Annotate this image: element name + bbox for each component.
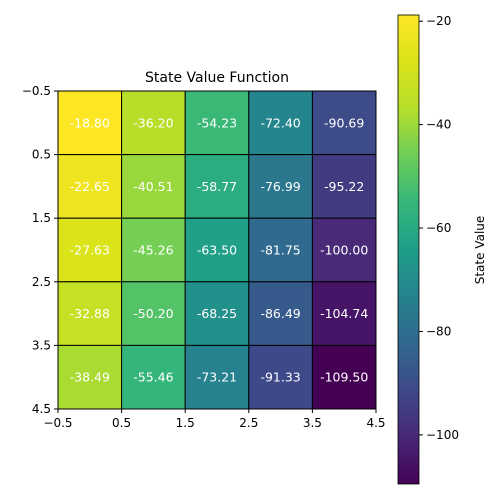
heatmap-cell (184, 154, 250, 219)
colorbar-tick-label: −60 (426, 221, 451, 235)
colorbar (397, 14, 420, 485)
heatmap-cells (57, 90, 377, 410)
cell-value-label: -50.20 (133, 306, 173, 321)
x-tick-label: 2.5 (239, 416, 258, 430)
cell-value-label: -90.69 (324, 115, 364, 130)
colorbar-tick-label: −40 (426, 118, 451, 132)
cell-value-label: -18.80 (70, 115, 110, 130)
cell-value-label: -76.99 (260, 179, 300, 194)
colorbar-tick-label: −80 (426, 324, 451, 338)
colorbar-tick-label: −20 (426, 14, 451, 28)
y-axis: −0.5 0.5 1.5 2.5 3.5 4.5 (22, 84, 58, 416)
y-tick-label: 1.5 (32, 211, 51, 225)
cell-value-label: -100.00 (320, 243, 368, 258)
cell-value-label: -109.50 (320, 370, 368, 385)
plot-frame (57, 90, 377, 410)
heatmap-cell (57, 344, 123, 410)
cell-value-label: -63.50 (197, 243, 237, 258)
cell-value-label: -91.33 (260, 370, 300, 385)
x-tick-label: 4.5 (366, 416, 385, 430)
cell-value-label: -104.74 (320, 306, 368, 321)
y-tick-label: 2.5 (32, 275, 51, 289)
cell-value-label: -54.23 (197, 115, 237, 130)
cell-value-label: -68.25 (197, 306, 237, 321)
cell-value-label: -55.46 (133, 370, 173, 385)
cell-value-label: -32.88 (70, 306, 110, 321)
heatmap-cell (248, 217, 313, 283)
heatmap-cell (57, 90, 123, 156)
colorbar-axis: −20 −40 −60 −80 −100 (419, 14, 459, 442)
cell-value-label: -95.22 (324, 179, 364, 194)
heatmap-cell-labels: -18.80 -36.20 -54.23 -72.40 -90.69 -22.65 -40.… (70, 115, 369, 384)
cell-value-label: -40.51 (133, 179, 173, 194)
heatmap-cell (311, 344, 377, 410)
x-tick-label: 0.5 (112, 416, 131, 430)
heatmap-cell (184, 344, 250, 410)
cell-value-label: -73.21 (197, 370, 237, 385)
cell-value-label: -86.49 (260, 306, 300, 321)
cell-value-label: -58.77 (197, 179, 237, 194)
y-tick-label: 3.5 (32, 338, 51, 352)
heatmap-cell (311, 281, 377, 346)
x-axis: −0.5 0.5 1.5 2.5 3.5 4.5 (43, 409, 386, 430)
heatmap-cell (121, 217, 186, 283)
x-tick-label: 1.5 (176, 416, 195, 430)
colorbar-tick-label: −100 (426, 428, 459, 442)
cell-value-label: -72.40 (260, 115, 300, 130)
cell-value-label: -45.26 (133, 243, 173, 258)
cell-value-label: -27.63 (70, 243, 110, 258)
cell-value-label: -36.20 (133, 115, 173, 130)
y-tick-label: −0.5 (22, 84, 51, 98)
heatmap-cell (248, 90, 313, 156)
heatmap-cell (248, 281, 313, 346)
chart-title: State Value Function (145, 70, 289, 86)
heatmap-cell (121, 344, 186, 410)
cell-value-label: -22.65 (70, 179, 110, 194)
heatmap-cell (184, 281, 250, 346)
cell-value-label: -38.49 (70, 370, 110, 385)
cell-value-label: -81.75 (260, 243, 300, 258)
y-tick-label: 4.5 (32, 402, 51, 416)
heatmap-cell (311, 154, 377, 219)
y-tick-label: 0.5 (32, 148, 51, 162)
colorbar-label: State Value (473, 216, 487, 285)
heatmap-cell (121, 281, 186, 346)
x-tick-label: 3.5 (303, 416, 322, 430)
heatmap-cell (121, 90, 186, 156)
x-tick-label: −0.5 (43, 416, 72, 430)
